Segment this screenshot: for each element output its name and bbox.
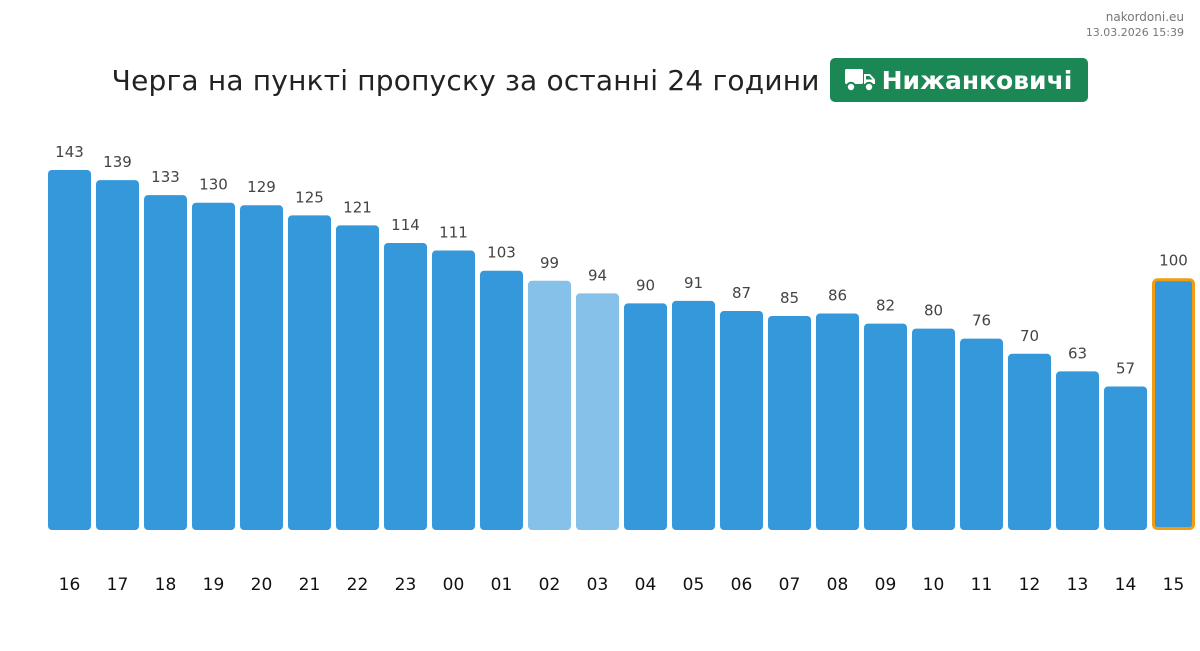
value-label-11: 76	[972, 312, 991, 330]
bar-11	[960, 338, 1003, 530]
tick-label-01: 01	[491, 575, 513, 595]
value-label-23: 114	[391, 216, 420, 234]
bar-06	[720, 310, 763, 530]
value-label-18: 133	[151, 168, 180, 186]
value-label-09: 82	[876, 297, 895, 315]
bar-04	[624, 303, 667, 530]
value-label-15: 100	[1159, 251, 1188, 269]
bar-00	[432, 250, 475, 530]
tick-label-08: 08	[827, 575, 849, 595]
bar-01	[480, 270, 523, 530]
tick-label-18: 18	[155, 575, 177, 595]
bar-07	[768, 316, 811, 530]
crossing-name: Нижанковичі	[881, 65, 1073, 95]
value-label-02: 99	[540, 254, 559, 272]
tick-label-15: 15	[1163, 575, 1185, 595]
value-label-14: 57	[1116, 360, 1135, 378]
tick-label-00: 00	[443, 575, 465, 595]
value-label-04: 90	[636, 276, 655, 294]
value-label-05: 91	[684, 274, 703, 292]
bar-23	[384, 243, 427, 530]
tick-label-23: 23	[395, 575, 417, 595]
bar-14	[1104, 386, 1147, 530]
bar-21	[288, 215, 331, 530]
tick-label-13: 13	[1067, 575, 1089, 595]
bar-13	[1056, 371, 1099, 530]
value-label-10: 80	[924, 302, 943, 320]
bar-05	[672, 300, 715, 530]
chart-header: Черга на пункті пропуску за останні 24 г…	[0, 58, 1200, 102]
source-site: nakordoni.eu	[1105, 10, 1184, 24]
value-label-03: 94	[588, 266, 607, 284]
tick-label-10: 10	[923, 575, 945, 595]
tick-label-04: 04	[635, 575, 657, 595]
bar-02	[528, 280, 571, 530]
tick-label-06: 06	[731, 575, 753, 595]
tick-label-03: 03	[587, 575, 609, 595]
bar-18	[144, 195, 187, 531]
tick-label-21: 21	[299, 575, 321, 595]
source-info: nakordoni.eu 13.03.2026 15:39	[1086, 9, 1184, 40]
tick-label-17: 17	[107, 575, 129, 595]
tick-label-11: 11	[971, 575, 993, 595]
value-label-20: 129	[247, 178, 276, 196]
value-label-06: 87	[732, 284, 751, 302]
value-label-17: 139	[103, 153, 132, 171]
bar-03	[576, 293, 619, 530]
source-timestamp: 13.03.2026 15:39	[1085, 26, 1184, 39]
bar-19	[192, 202, 235, 530]
chart-title: Черга на пункті пропуску за останні 24 г…	[111, 63, 820, 97]
value-label-21: 125	[295, 188, 324, 206]
value-label-19: 130	[199, 176, 228, 194]
bar-17	[96, 180, 139, 530]
bar-09	[864, 323, 907, 530]
value-label-01: 103	[487, 244, 516, 262]
value-label-08: 86	[828, 286, 847, 304]
tick-label-22: 22	[347, 575, 369, 595]
value-label-07: 85	[780, 289, 799, 307]
bar-15	[1152, 278, 1195, 530]
tick-label-16: 16	[59, 575, 81, 595]
tick-label-02: 02	[539, 575, 561, 595]
bar-08	[816, 313, 859, 530]
bar-20	[240, 205, 283, 530]
value-label-22: 121	[343, 198, 372, 216]
bar-16	[48, 170, 91, 530]
crossing-badge: Нижанковичі	[829, 58, 1089, 102]
value-label-16: 143	[55, 143, 84, 161]
bar-12	[1008, 353, 1051, 530]
value-label-00: 111	[439, 224, 468, 242]
bar-10	[912, 328, 955, 530]
value-label-12: 70	[1020, 327, 1039, 345]
bar-22	[336, 225, 379, 530]
tick-label-19: 19	[203, 575, 225, 595]
tick-label-12: 12	[1019, 575, 1041, 595]
truck-icon	[844, 67, 876, 93]
tick-label-05: 05	[683, 575, 705, 595]
tick-label-07: 07	[779, 575, 801, 595]
tick-label-14: 14	[1115, 575, 1137, 595]
tick-label-20: 20	[251, 575, 273, 595]
value-label-13: 63	[1068, 344, 1087, 362]
tick-label-09: 09	[875, 575, 897, 595]
